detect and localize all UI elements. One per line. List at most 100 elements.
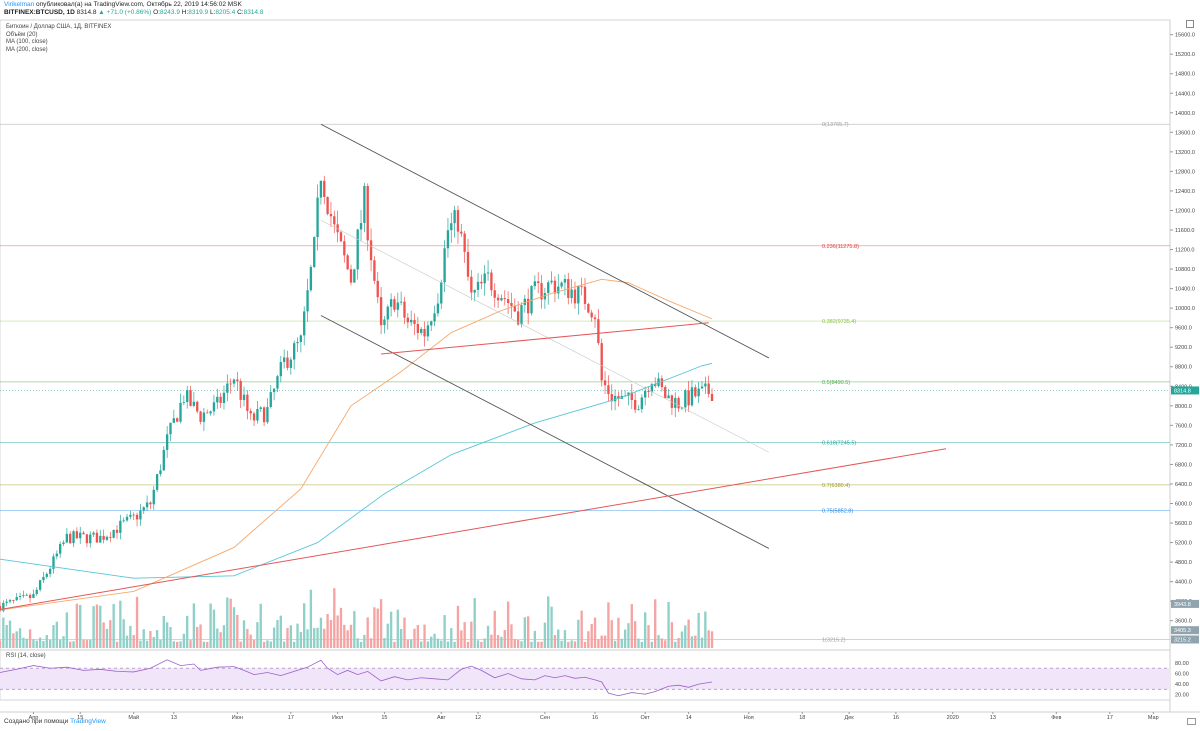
candle-body <box>617 395 620 399</box>
candle-body <box>490 272 493 291</box>
candle-body <box>209 411 212 414</box>
candle-body <box>272 388 276 393</box>
candle-body <box>329 213 333 217</box>
price-badge <box>1171 635 1199 644</box>
trend-line <box>0 448 947 610</box>
candle-body <box>22 595 25 597</box>
candle-body <box>690 387 694 406</box>
volume-bar <box>543 622 547 648</box>
volume-bar <box>176 641 179 648</box>
volume-bar <box>393 641 396 648</box>
volume-bar <box>687 619 690 648</box>
volume-bar <box>15 631 18 648</box>
candle-body <box>115 529 119 533</box>
candle-body <box>159 470 162 475</box>
open-value: 8243.9 <box>160 9 180 16</box>
y-tick-label: 4800.0 <box>1175 560 1192 566</box>
y-tick-label: 7600.0 <box>1175 423 1192 429</box>
candle-body <box>483 273 486 284</box>
volume-bar <box>303 603 306 648</box>
volume-bar <box>132 635 135 648</box>
candle-body <box>587 303 590 313</box>
volume-bar <box>313 628 316 648</box>
candle-body <box>119 520 122 533</box>
candle-body <box>212 402 216 412</box>
volume-bar <box>573 641 577 648</box>
y-tick-label: 11200.0 <box>1175 248 1194 254</box>
volume-bar <box>376 608 379 648</box>
volume-bar <box>533 630 537 648</box>
volume-bar <box>667 602 670 648</box>
candle-body <box>266 406 269 423</box>
y-tick-label: 5600.0 <box>1175 521 1192 527</box>
volume-bar <box>82 639 85 648</box>
rsi-tick-label: 80.00 <box>1175 661 1189 667</box>
candle-body <box>359 223 363 230</box>
candle-body <box>299 335 303 342</box>
volume-bar <box>443 615 446 648</box>
candle-body <box>192 401 196 406</box>
volume-bar <box>293 641 296 648</box>
volume-bar <box>256 622 259 648</box>
volume-bar <box>694 635 697 648</box>
volume-bar <box>363 634 366 648</box>
candle-body <box>603 380 607 386</box>
fullscreen-icon[interactable] <box>1186 20 1194 28</box>
volume-bar <box>707 630 710 648</box>
volume-bar <box>242 620 246 648</box>
candle-body <box>687 390 690 406</box>
y-tick-label: 5200.0 <box>1175 541 1192 547</box>
volume-bar <box>209 603 212 648</box>
volume-bar <box>657 635 660 648</box>
publish-info: опубликовал(а) на TradingView.com, Октяб… <box>36 1 242 8</box>
candle-body <box>69 533 72 544</box>
volume-bar <box>316 627 319 648</box>
symbol-name: BITFINEX:BTCUSD, 1D <box>4 9 75 16</box>
volume-bar <box>684 625 687 648</box>
y-tick-label: 7200.0 <box>1175 443 1192 449</box>
candle-body <box>262 407 266 423</box>
y-tick-label: 6800.0 <box>1175 462 1192 468</box>
author-name[interactable]: Virikelman <box>4 1 35 8</box>
candle-body <box>65 533 69 543</box>
price-badge <box>1171 626 1199 635</box>
volume-bar <box>406 639 409 648</box>
volume-bar <box>329 620 333 648</box>
candle-body <box>443 248 446 283</box>
x-tick-label: Мар <box>1148 715 1159 721</box>
y-tick-label: 12000.0 <box>1175 208 1195 214</box>
candle-body <box>346 255 349 270</box>
price-badge-label: 3405.3 <box>1174 628 1191 634</box>
volume-bar <box>420 641 423 648</box>
volume-bar <box>339 607 343 648</box>
candle-body <box>637 409 640 410</box>
volume-bar <box>336 615 339 648</box>
legend-title: Биткоин / Доллар США, 1Д, BITFINEX <box>6 24 112 30</box>
volume-bar <box>523 617 526 648</box>
candle-body <box>249 410 252 414</box>
candle-body <box>366 186 369 241</box>
volume-bar <box>353 611 356 648</box>
candle-body <box>323 180 326 197</box>
candle-body <box>269 392 272 407</box>
candle-body <box>423 328 426 337</box>
candle-body <box>660 378 664 388</box>
volume-bar <box>396 609 399 648</box>
volume-bar <box>670 622 674 648</box>
candle-body <box>216 396 219 403</box>
screenshot-icon[interactable] <box>1187 718 1196 725</box>
tradingview-logo[interactable]: TradingView <box>70 718 106 725</box>
volume-bar <box>269 641 272 648</box>
volume-bar <box>436 638 440 648</box>
volume-bar <box>630 604 633 648</box>
candle-body <box>256 408 259 421</box>
fib-level-label: 1(3215.2) <box>822 637 846 643</box>
volume-bar <box>0 640 2 648</box>
candle-body <box>510 302 513 307</box>
volume-bar <box>206 641 209 648</box>
volume-bar <box>52 625 55 648</box>
candle-body <box>165 434 169 450</box>
volume-bar <box>570 640 573 648</box>
volume-bar <box>12 633 15 648</box>
